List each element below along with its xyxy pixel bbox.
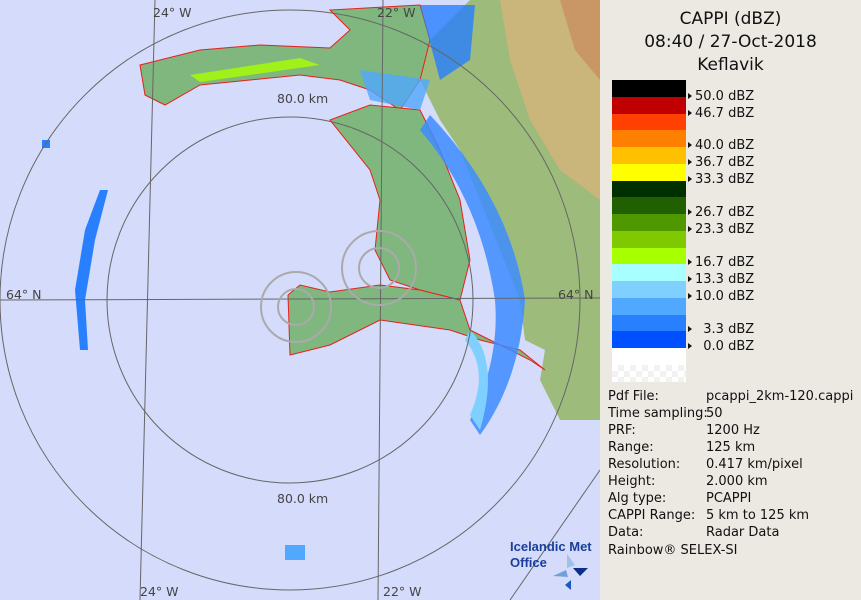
footer-credit: Rainbow® SELEX-SI — [608, 543, 738, 558]
legend-color-band — [612, 348, 686, 365]
info-value: 0.417 km/pixel — [706, 457, 803, 472]
lon-label-bottom-22: 22° W — [383, 584, 422, 599]
info-key: PRF: — [608, 423, 636, 438]
legend-label: 10.0 dBZ — [688, 290, 754, 304]
legend-color-band — [612, 113, 686, 131]
lat-label-east: 64° N — [558, 287, 593, 302]
svg-text:Icelandic Met: Icelandic Met — [510, 539, 592, 554]
legend-label: 23.3 dBZ — [688, 223, 754, 237]
radar-echo-west — [75, 190, 108, 350]
info-value: 50 — [706, 406, 723, 421]
info-key: Resolution: — [608, 457, 681, 472]
legend-color-band — [612, 163, 686, 181]
datetime: 08:40 / 27-Oct-2018 — [644, 32, 817, 52]
lat-label-west: 64° N — [6, 287, 41, 302]
legend-color-band — [612, 297, 686, 315]
legend-color-band — [612, 96, 686, 114]
legend-color-band — [612, 130, 686, 148]
lon-label-top-22: 22° W — [377, 5, 416, 20]
info-key: CAPPI Range: — [608, 508, 696, 523]
legend-label: 16.7 dBZ — [688, 256, 754, 270]
radar-echo-band — [420, 115, 525, 435]
info-value: pcappi_2km-120.cappi — [706, 389, 854, 404]
info-key: Range: — [608, 440, 654, 455]
legend-color-band — [612, 147, 686, 164]
info-value: 5 km to 125 km — [706, 508, 810, 523]
legend-label: 3.3 dBZ — [688, 323, 754, 337]
legend-color-band — [612, 264, 686, 282]
legend-color-band — [612, 247, 686, 265]
info-key: Time sampling: — [608, 406, 708, 421]
legend-color-band — [612, 80, 686, 97]
svg-text:Office: Office — [510, 555, 547, 570]
info-value: 1200 Hz — [706, 423, 760, 438]
site-name: Keflavik — [697, 55, 764, 75]
info-value: 125 km — [706, 440, 756, 455]
legend-color-band — [612, 180, 686, 198]
land-reykjanes — [287, 284, 546, 371]
legend-color-band — [612, 230, 686, 248]
legend-label: 26.7 dBZ — [688, 206, 754, 220]
lon-label-top-24: 24° W — [153, 5, 192, 20]
legend-color-band — [612, 197, 686, 215]
legend-color-band — [612, 314, 686, 332]
legend-label: 46.7 dBZ — [688, 107, 754, 121]
radar-map: 64° N 64° N 24° W 22° W 24° W 22° W 80.0… — [0, 0, 600, 600]
legend-label: 40.0 dBZ — [688, 139, 754, 153]
legend-label: 36.7 dBZ — [688, 156, 754, 170]
legend-color-band — [612, 281, 686, 298]
info-key: Height: — [608, 474, 656, 489]
info-value: Radar Data — [706, 525, 780, 540]
info-value: 2.000 km — [706, 474, 768, 489]
legend-label: 50.0 dBZ — [688, 90, 754, 104]
lon-label-bottom-24: 24° W — [140, 584, 179, 599]
legend-panel: CAPPI (dBZ) 08:40 / 27-Oct-2018 Keflavik… — [600, 0, 861, 600]
legend-color-band — [612, 214, 686, 231]
info-value: PCAPPI — [706, 491, 752, 506]
info-key: Pdf File: — [608, 389, 659, 404]
product-title: CAPPI (dBZ) — [679, 9, 782, 29]
range-label-top: 80.0 km — [277, 91, 328, 106]
legend-label: 0.0 dBZ — [688, 340, 754, 354]
legend-label: 13.3 dBZ — [688, 273, 754, 287]
imo-logo: Icelandic Met Office — [510, 539, 592, 590]
legend-color-band — [612, 331, 686, 349]
info-key: Alg type: — [608, 491, 667, 506]
legend-label: 33.3 dBZ — [688, 173, 754, 187]
range-label-bottom: 80.0 km — [277, 491, 328, 506]
info-key: Data: — [608, 525, 644, 540]
legend-color-band — [612, 364, 686, 382]
